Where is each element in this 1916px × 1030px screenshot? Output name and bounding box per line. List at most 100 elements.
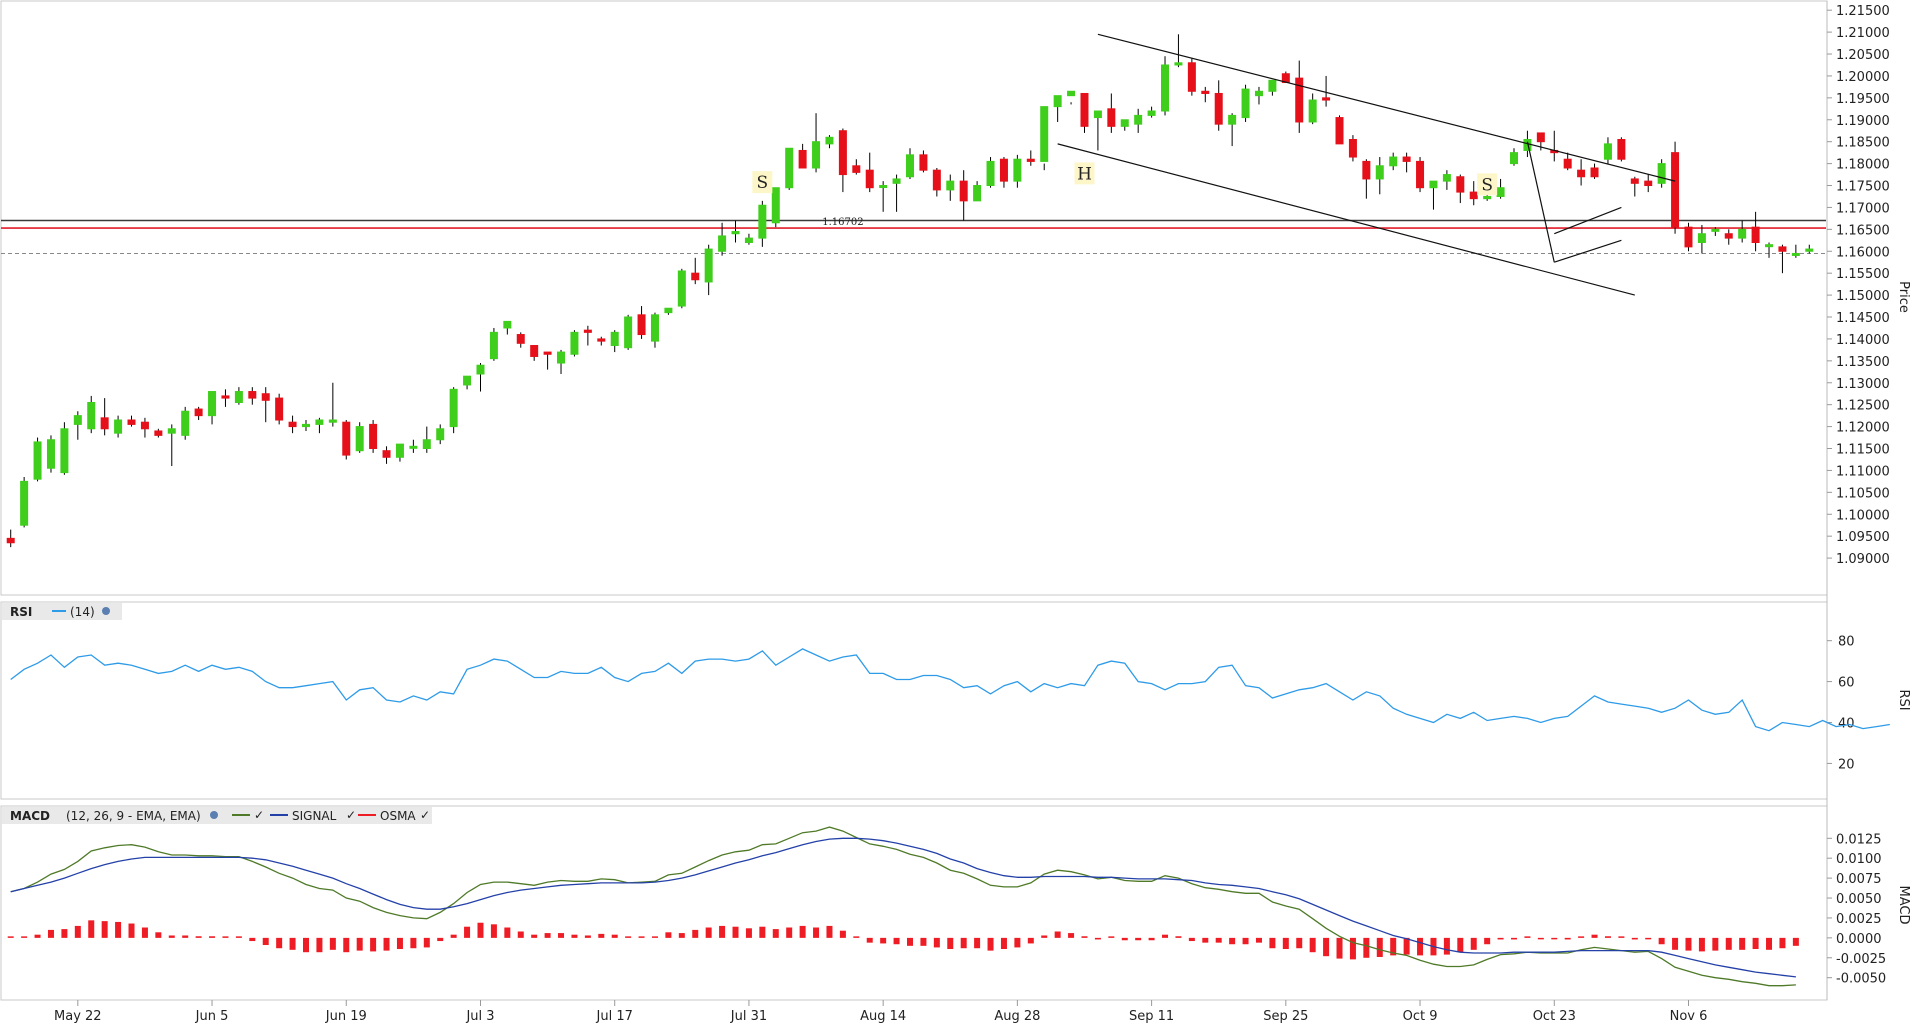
osma-bar (745, 928, 752, 938)
macd-tick-label: -0.0025 (1836, 952, 1886, 967)
osma-bar (1658, 937, 1665, 945)
osma-bar (356, 937, 363, 951)
osma-bar (839, 930, 846, 938)
price-tick-label: 1.16500 (1836, 223, 1890, 238)
candle-body (543, 351, 552, 355)
osma-bar (182, 935, 189, 938)
osma-bar (1108, 936, 1115, 938)
candle-body (1161, 64, 1170, 112)
candle-body (932, 169, 941, 191)
osma-bar (987, 937, 994, 951)
osma-bar (705, 927, 712, 938)
candle-body (610, 331, 619, 347)
osma-bar (880, 937, 887, 944)
candle-body (167, 428, 176, 434)
candle-body (503, 320, 512, 329)
candle-body (1563, 158, 1572, 169)
osma-bar (1645, 937, 1652, 940)
candle-body (261, 393, 270, 401)
candle-body (838, 130, 847, 176)
candle-body (422, 439, 431, 450)
candle-body (1335, 117, 1344, 145)
osma-bar (1202, 937, 1209, 943)
osma-bar (1564, 937, 1571, 940)
osma-bar (168, 935, 175, 938)
candle-body (1536, 132, 1545, 143)
osma-bar (1417, 937, 1424, 956)
osma-bar (396, 937, 403, 950)
x-tick-label: Nov 6 (1670, 1009, 1708, 1024)
osma-bar (1121, 937, 1128, 941)
candle-body (1295, 77, 1304, 123)
osma-bar (1349, 937, 1356, 960)
candle-body (1080, 92, 1089, 127)
macd-panel[interactable]: 0.0125 0.0100 0.0075 0.0050 0.0025 0.0000 -0.0… (2, 807, 1911, 987)
candle-body (342, 421, 351, 456)
x-tick-label: Aug 14 (860, 1009, 906, 1024)
osma-bar (866, 937, 873, 943)
osma-bar (1591, 934, 1598, 938)
candle-body (1456, 176, 1465, 193)
x-tick-label: May 22 (54, 1009, 102, 1024)
rsi-panel[interactable]: 80 60 40 20 RSI RSI (14) (2, 603, 1911, 772)
candle-body (1577, 169, 1586, 178)
candle-body (557, 351, 566, 364)
candle-body (1765, 244, 1774, 248)
osma-bar (1672, 937, 1679, 950)
candle-body (1751, 226, 1760, 243)
candle-body (87, 401, 96, 430)
candle-body (677, 270, 686, 307)
osma-bar (329, 937, 336, 950)
osma-bar (1336, 937, 1343, 959)
candle-body (1120, 119, 1129, 127)
candle-body (1174, 62, 1183, 66)
osma-bar (1484, 937, 1491, 945)
osma-bar (1524, 936, 1531, 938)
candle-body (6, 537, 15, 544)
macd-settings-icon[interactable] (210, 811, 218, 819)
price-tick-label: 1.20000 (1836, 70, 1890, 85)
candle-body (691, 272, 700, 281)
macd-tick-label: 0.0050 (1836, 892, 1882, 907)
price-tick-label: 1.18500 (1836, 136, 1890, 151)
price-panel[interactable]: 1.21500 1.21000 1.20500 1.20000 1.19500 1.190… (1, 4, 1911, 567)
osma-bar (7, 936, 14, 938)
candle-body (812, 141, 821, 169)
price-tick-label: 1.13500 (1836, 355, 1890, 370)
candle-body (154, 430, 163, 436)
candle-body (1697, 233, 1706, 243)
osma-bar (115, 921, 122, 938)
price-tick-label: 1.21000 (1836, 26, 1890, 41)
rsi-settings-icon[interactable] (102, 607, 110, 615)
osma-bar (772, 929, 779, 938)
osma-bar (1135, 937, 1142, 941)
macd-title: MACD (10, 809, 50, 823)
osma-bar (450, 934, 457, 938)
price-axis-label: Price (1896, 281, 1911, 313)
candle-body (395, 443, 404, 458)
osma-bar (343, 937, 350, 953)
osma-bar (611, 934, 618, 938)
candle-body (1040, 106, 1049, 162)
candle-body (744, 237, 753, 243)
osma-bar (571, 934, 578, 938)
candle-body (1134, 114, 1143, 125)
osma-bar (1618, 936, 1625, 938)
signal-check-icon[interactable]: ✓ (346, 808, 356, 822)
osma-bar (1215, 937, 1222, 943)
osma-bar (1094, 937, 1101, 940)
candle-body (1308, 99, 1317, 123)
osma-bar (732, 926, 739, 938)
candle-body (140, 421, 149, 430)
candle-body (919, 154, 928, 171)
price-tick-label: 1.13000 (1836, 377, 1890, 392)
candle-body (879, 185, 888, 189)
osma-check-icon[interactable]: ✓ (420, 808, 430, 822)
candle-body (771, 187, 780, 224)
x-tick-label: Aug 28 (994, 1009, 1040, 1024)
osma-bar (813, 927, 820, 938)
macd-line-check-icon[interactable]: ✓ (254, 808, 264, 822)
pattern-label-box (1477, 173, 1498, 196)
